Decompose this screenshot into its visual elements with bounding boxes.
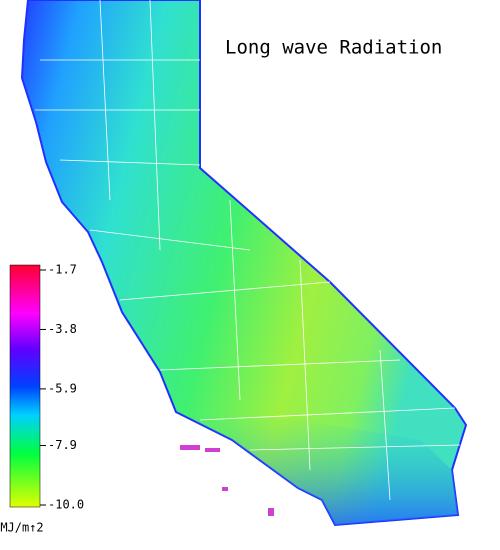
colorbar-unit: MJ/m↑2 xyxy=(0,521,43,535)
colorbar-tick-label: -7.9 xyxy=(48,438,77,452)
colorbar-ramp xyxy=(9,264,41,508)
map-title: Long wave Radiation xyxy=(225,37,442,59)
colorbar-tick-label: -1.7 xyxy=(48,263,77,277)
colorbar-tick-label: -5.9 xyxy=(48,381,77,395)
islands xyxy=(180,445,274,516)
county-lines xyxy=(35,0,461,501)
colorbar-tick-label: -10.0 xyxy=(48,498,84,512)
colorbar-tick-label: -3.8 xyxy=(48,322,77,336)
colorbar: -1.7 -3.8 -5.9 -7.9 -10.0 xyxy=(9,263,84,512)
south-shade xyxy=(176,412,458,525)
california-map xyxy=(20,0,468,527)
